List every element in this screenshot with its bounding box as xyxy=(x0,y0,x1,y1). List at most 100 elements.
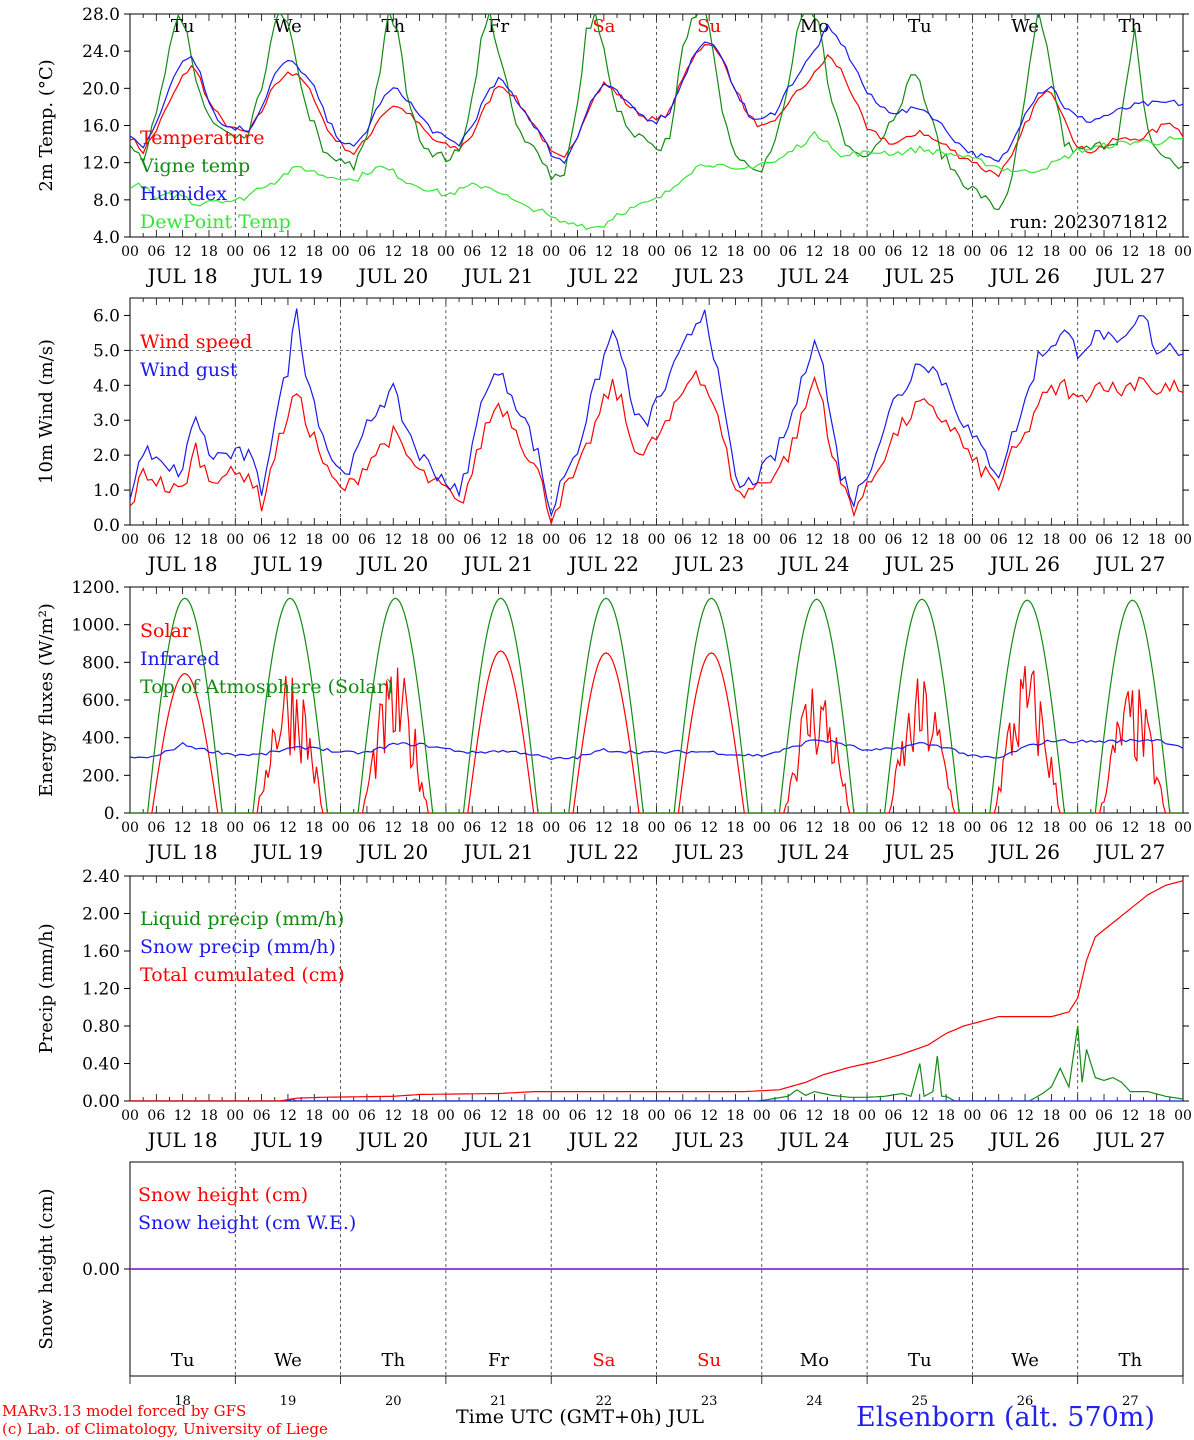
precip-hour-label: 00 xyxy=(1174,1108,1192,1124)
precip-hour-label: 06 xyxy=(779,1108,797,1124)
temp-hour-label: 12 xyxy=(384,244,402,260)
energy-date-label: JUL 23 xyxy=(672,840,744,864)
precip-y-tick-label: 1.60 xyxy=(82,942,120,962)
wind-hour-label: 12 xyxy=(700,532,718,548)
precip-hour-label: 18 xyxy=(832,1108,850,1124)
snow-weekday-label: Mo xyxy=(800,1350,829,1371)
precip-hour-label: 12 xyxy=(806,1108,824,1124)
precip-y-tick-label: 1.20 xyxy=(82,980,120,1000)
temp-hour-label: 00 xyxy=(332,244,350,260)
temp-date-label: JUL 23 xyxy=(672,264,744,288)
wind-hour-label: 12 xyxy=(595,532,613,548)
temp-weekday-label: We xyxy=(274,16,302,37)
energy-y-tick-label: 200. xyxy=(82,766,120,786)
energy-hour-label: 06 xyxy=(1095,820,1113,836)
wind-hour-label: 12 xyxy=(279,532,297,548)
snow-weekday-label: Tu xyxy=(908,1350,932,1371)
precip-hour-label: 00 xyxy=(648,1108,666,1124)
energy-hour-label: 12 xyxy=(279,820,297,836)
wind-hour-label: 06 xyxy=(779,532,797,548)
snow-weekday-label: We xyxy=(1011,1350,1039,1371)
temp-weekday-label: Mo xyxy=(800,16,829,37)
temp-weekday-label: Tu xyxy=(908,16,932,37)
credit-line-1: MARv3.13 model forced by GFS xyxy=(2,1402,247,1420)
wind-date-label: JUL 26 xyxy=(988,552,1060,576)
precip-y-tick-label: 0.00 xyxy=(82,1092,120,1112)
temp-hour-label: 00 xyxy=(542,244,560,260)
precip-hour-label: 12 xyxy=(1121,1108,1139,1124)
temp-hour-label: 06 xyxy=(674,244,692,260)
energy-hour-label: 12 xyxy=(490,820,508,836)
energy-hour-label: 18 xyxy=(832,820,850,836)
temp-weekday-label: Sa xyxy=(592,16,615,37)
wind-hour-label: 12 xyxy=(1016,532,1034,548)
temp-hour-label: 00 xyxy=(1069,244,1087,260)
energy-hour-label: 12 xyxy=(911,820,929,836)
energy-hour-label: 00 xyxy=(121,820,139,836)
temp-y-tick-label: 24.0 xyxy=(82,42,120,62)
wind-hour-label: 12 xyxy=(384,532,402,548)
wind-hour-label: 12 xyxy=(806,532,824,548)
temp-weekday-label: Th xyxy=(1119,16,1143,37)
energy-legend-item: Infrared xyxy=(140,648,220,670)
wind-legend-item: Wind speed xyxy=(140,331,252,353)
energy-hour-label: 18 xyxy=(1148,820,1166,836)
snow-weekday-label: Th xyxy=(381,1350,405,1371)
wind-hour-label: 12 xyxy=(1121,532,1139,548)
wind-date-label: JUL 27 xyxy=(1093,552,1165,576)
energy-date-label: JUL 26 xyxy=(988,840,1060,864)
precip-date-label: JUL 22 xyxy=(567,1128,639,1152)
temp-hour-label: 06 xyxy=(885,244,903,260)
energy-hour-label: 18 xyxy=(516,820,534,836)
temp-hour-label: 18 xyxy=(832,244,850,260)
precip-hour-label: 00 xyxy=(1069,1108,1087,1124)
wind-hour-label: 18 xyxy=(1148,532,1166,548)
energy-y-tick-label: 0. xyxy=(104,804,120,824)
wind-hour-label: 00 xyxy=(648,532,666,548)
precip-hour-label: 06 xyxy=(253,1108,271,1124)
temp-date-label: JUL 21 xyxy=(462,264,534,288)
temp-y-tick-label: 16.0 xyxy=(82,117,120,137)
wind-y-tick-label: 4.0 xyxy=(93,376,120,396)
precip-hour-label: 18 xyxy=(200,1108,218,1124)
temp-date-label: JUL 18 xyxy=(146,264,218,288)
snow-weekday-label: Tu xyxy=(171,1350,195,1371)
wind-y-tick-label: 5.0 xyxy=(93,341,120,361)
temp-y-tick-label: 20.0 xyxy=(82,79,120,99)
temp-hour-label: 00 xyxy=(1174,244,1192,260)
precip-hour-label: 18 xyxy=(411,1108,429,1124)
temp-hour-label: 06 xyxy=(1095,244,1113,260)
energy-y-tick-label: 800. xyxy=(82,653,120,673)
precip-date-label: JUL 26 xyxy=(988,1128,1060,1152)
energy-hour-label: 12 xyxy=(174,820,192,836)
temp-date-label: JUL 22 xyxy=(567,264,639,288)
temp-legend-item: Temperature xyxy=(140,127,264,149)
energy-hour-label: 00 xyxy=(332,820,350,836)
model-credit: MARv3.13 model forced by GFS (c) Lab. of… xyxy=(2,1402,328,1438)
energy-hour-label: 12 xyxy=(595,820,613,836)
energy-hour-label: 18 xyxy=(621,820,639,836)
wind-hour-label: 18 xyxy=(832,532,850,548)
energy-legend-item: Solar xyxy=(140,620,192,642)
wind-hour-label: 06 xyxy=(463,532,481,548)
temp-date-label: JUL 24 xyxy=(777,264,849,288)
wind-hour-label: 18 xyxy=(727,532,745,548)
energy-date-label: JUL 18 xyxy=(146,840,218,864)
temp-hour-label: 06 xyxy=(990,244,1008,260)
precip-hour-label: 00 xyxy=(437,1108,455,1124)
wind-hour-label: 00 xyxy=(332,532,350,548)
temp-date-label: JUL 27 xyxy=(1093,264,1165,288)
wind-hour-label: 00 xyxy=(963,532,981,548)
energy-date-label: JUL 22 xyxy=(567,840,639,864)
wind-hour-label: 00 xyxy=(437,532,455,548)
wind-hour-label: 12 xyxy=(490,532,508,548)
precip-date-label: JUL 23 xyxy=(672,1128,744,1152)
precip-series-liquid-precip-mm-h- xyxy=(130,1025,1183,1101)
wind-hour-label: 00 xyxy=(753,532,771,548)
temp-hour-label: 18 xyxy=(200,244,218,260)
temp-hour-label: 18 xyxy=(727,244,745,260)
snow-day-number: 21 xyxy=(490,1394,507,1409)
credit-line-2: (c) Lab. of Climatology, University of L… xyxy=(2,1420,328,1438)
wind-series-wind-gust xyxy=(130,308,1183,517)
wind-hour-label: 06 xyxy=(147,532,165,548)
